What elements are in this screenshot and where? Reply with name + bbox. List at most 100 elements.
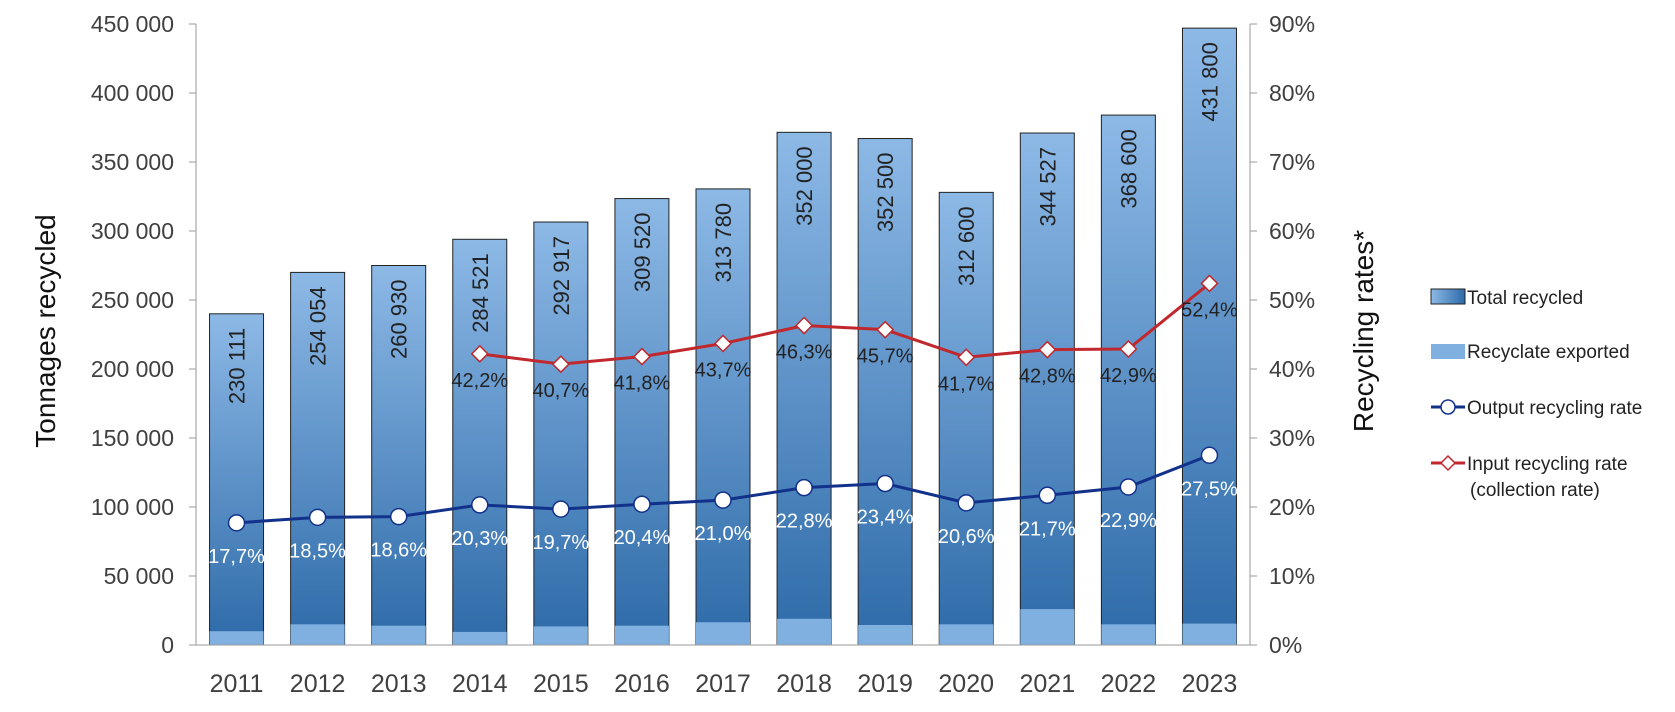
output-rate-point-2015 — [552, 500, 570, 518]
legend-label-collection-rate: (collection rate) — [1470, 480, 1600, 501]
bar-total-recycled-2013 — [371, 265, 427, 646]
output-rate-point-2012 — [308, 508, 327, 527]
output-rate-label-2012: 18,5% — [289, 540, 346, 562]
output-rate-label-2016: 20,4% — [614, 527, 671, 549]
legend-label-recyclate-exported: Recyclate exported — [1467, 342, 1630, 363]
bar-recyclate-exported-2022 — [1101, 624, 1156, 645]
bar-recyclate-exported-2012 — [290, 624, 345, 645]
output-rate-label-2017: 21,0% — [695, 523, 752, 545]
output-rate-point-2019 — [876, 474, 894, 493]
input-rate-point-2016 — [632, 347, 651, 366]
right-tick-label: 50% — [1269, 287, 1315, 313]
bar-total-recycled-2021 — [1019, 132, 1075, 646]
right-tick-label: 60% — [1269, 218, 1315, 244]
total-recycled-label-2022: 368 600 — [1116, 129, 1141, 209]
total-recycled-label-2019: 352 500 — [873, 153, 898, 233]
output-rate-label-2013: 18,6% — [370, 540, 427, 562]
right-tick-label: 70% — [1269, 149, 1315, 175]
x-tick-label-2011: 2011 — [210, 670, 264, 698]
input-rate-point-2020 — [957, 348, 976, 367]
x-tick-label-2020: 2020 — [938, 670, 994, 698]
total-recycled-label-2021: 344 527 — [1035, 147, 1060, 227]
total-recycled-label-2015: 292 917 — [549, 236, 574, 316]
right-tick-label: 80% — [1269, 80, 1315, 106]
input-rate-label-2020: 41,7% — [938, 373, 995, 395]
x-tick-label-2016: 2016 — [614, 670, 670, 698]
right-tick-label: 10% — [1269, 563, 1315, 589]
total-recycled-label-2017: 313 780 — [711, 203, 736, 283]
input-rate-label-2015: 40,7% — [532, 380, 589, 402]
bar-recyclate-exported-2018 — [777, 618, 832, 645]
input-rate-label-2023: 52,4% — [1181, 299, 1238, 321]
legend-label-input-rate: Input recycling rate — [1467, 454, 1628, 475]
output-rate-point-2020 — [957, 494, 975, 512]
input-rate-point-2015 — [551, 355, 570, 374]
right-tick-label: 90% — [1269, 11, 1315, 37]
bar-total-recycled-2016 — [614, 198, 670, 646]
input-rate-label-2022: 42,9% — [1100, 365, 1157, 387]
output-rate-label-2019: 23,4% — [857, 507, 914, 529]
output-rate-point-2018 — [795, 478, 813, 497]
left-tick-label: 100 000 — [91, 494, 174, 520]
bar-total-recycled-2014 — [452, 238, 508, 646]
legend-label-output-rate: Output recycling rate — [1467, 398, 1642, 419]
input-rate-point-2017 — [713, 334, 733, 353]
input-rate-label-2019: 45,7% — [857, 346, 914, 368]
left-tick-label: 50 000 — [104, 563, 174, 589]
total-recycled-label-2013: 260 930 — [387, 280, 412, 360]
input-rate-point-2022 — [1119, 339, 1138, 359]
x-tick-label-2018: 2018 — [776, 670, 832, 698]
output-rate-point-2017 — [714, 491, 732, 509]
right-tick-label: 30% — [1269, 425, 1315, 451]
x-tick-label-2014: 2014 — [452, 670, 508, 698]
left-tick-label: 400 000 — [91, 80, 174, 106]
output-rate-label-2015: 19,7% — [532, 532, 589, 554]
left-tick-label: 450 000 — [91, 11, 174, 37]
bar-recyclate-exported-2013 — [371, 625, 426, 645]
legend-marker-input-rate — [1439, 454, 1457, 472]
input-rate-point-2023 — [1200, 274, 1219, 293]
output-rate-label-2011: 17,7% — [208, 546, 265, 568]
x-tick-label-2017: 2017 — [695, 670, 751, 698]
x-tick-label-2022: 2022 — [1101, 670, 1157, 698]
total-recycled-label-2023: 431 800 — [1197, 42, 1222, 122]
bar-total-recycled-2018 — [776, 131, 832, 646]
input-rate-label-2014: 42,2% — [451, 370, 508, 392]
left-tick-label: 250 000 — [91, 287, 174, 313]
bar-recyclate-exported-2017 — [696, 622, 750, 645]
bar-total-recycled-2012 — [290, 271, 346, 646]
total-recycled-label-2014: 284 521 — [468, 253, 493, 333]
x-tick-label-2012: 2012 — [290, 670, 346, 698]
total-recycled-label-2012: 254 054 — [306, 286, 331, 366]
bar-recyclate-exported-2015 — [533, 626, 588, 645]
bar-total-recycled-2023 — [1181, 27, 1237, 646]
input-rate-label-2021: 42,8% — [1019, 366, 1076, 388]
output-rate-label-2018: 22,8% — [776, 511, 833, 533]
x-tick-label-2013: 2013 — [371, 670, 427, 698]
bar-total-recycled-2020 — [938, 191, 994, 646]
input-rate-point-2019 — [876, 320, 895, 339]
legend-swatch-total-recycled — [1430, 288, 1466, 305]
right-tick-label: 0% — [1269, 632, 1302, 658]
output-rate-point-2016 — [633, 495, 651, 513]
output-rate-label-2020: 20,6% — [938, 526, 995, 548]
left-tick-label: 350 000 — [91, 149, 174, 175]
output-rate-label-2021: 21,7% — [1019, 518, 1076, 540]
total-recycled-label-2011: 230 111 — [225, 328, 250, 404]
input-rate-point-2014 — [470, 344, 489, 363]
left-tick-label: 0 — [161, 632, 174, 658]
legend-swatch-recyclate-exported — [1431, 344, 1465, 359]
bar-recyclate-exported-2016 — [614, 625, 669, 645]
bar-recyclate-exported-2014 — [452, 631, 507, 645]
total-recycled-label-2018: 352 000 — [792, 146, 817, 226]
bar-recyclate-exported-2020 — [939, 624, 994, 645]
input-rate-point-2021 — [1038, 340, 1057, 359]
total-recycled-label-2020: 312 600 — [954, 206, 979, 286]
x-tick-label-2019: 2019 — [857, 670, 913, 698]
bar-total-recycled-2011 — [209, 313, 265, 646]
x-tick-label-2015: 2015 — [533, 670, 589, 698]
bar-recyclate-exported-2021 — [1020, 609, 1075, 645]
input-rate-label-2017: 43,7% — [695, 359, 752, 381]
bar-recyclate-exported-2011 — [209, 631, 264, 645]
